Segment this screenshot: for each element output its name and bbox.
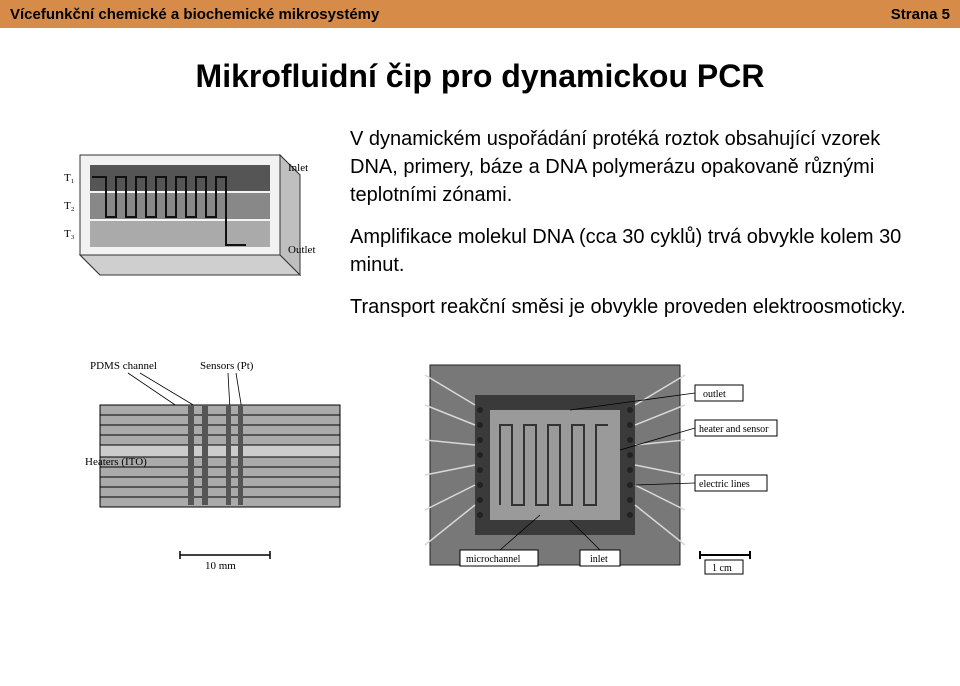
cross-section-diagram: PDMS channel Sensors (Pt) [80, 355, 380, 575]
scale-10mm: 10 mm [205, 560, 236, 572]
heaters-label: Heaters (ITO) [85, 456, 147, 468]
scale-1cm: 1 cm [712, 563, 732, 574]
electric-lines-callout: electric lines [699, 479, 750, 490]
device-photo-diagram: outlet heater and sensor electric lines … [420, 355, 780, 585]
microchannel-callout: microchannel [466, 554, 521, 565]
paragraph-2: Amplifikace molekul DNA (cca 30 cyklů) t… [350, 223, 910, 279]
t1-label: T₁ [64, 172, 75, 184]
sensors-label: Sensors (Pt) [200, 360, 254, 372]
header-left: Vícefunkční chemické a biochemické mikro… [10, 6, 379, 23]
paragraph-1: V dynamickém uspořádání protéká roztok o… [350, 125, 910, 209]
heater-sensor-callout: heater and sensor [699, 424, 769, 435]
outlet-callout: outlet [703, 389, 726, 400]
page-title: Mikrofluidní čip pro dynamickou PCR [50, 58, 910, 95]
header-right: Strana 5 [891, 6, 950, 23]
paragraph-3: Transport reakční směsi je obvykle prove… [350, 293, 910, 321]
text-column: V dynamickém uspořádání protéká roztok o… [350, 125, 910, 335]
t3-label: T₃ [64, 228, 75, 240]
t2-label: T₂ [64, 200, 75, 212]
outlet-label: Outlet [288, 244, 316, 256]
inlet-callout: inlet [590, 554, 608, 565]
schematic-chip-diagram: Inlet Outlet T₁ T₂ T₃ [50, 125, 320, 305]
bottom-figures: PDMS channel Sensors (Pt) [50, 355, 910, 585]
pdms-label: PDMS channel [90, 360, 157, 372]
content-area: Mikrofluidní čip pro dynamickou PCR Inle… [0, 28, 960, 595]
main-row: Inlet Outlet T₁ T₂ T₃ V dynamickém uspoř… [50, 125, 910, 335]
page-header: Vícefunkční chemické a biochemické mikro… [0, 0, 960, 28]
inlet-label: Inlet [288, 162, 308, 174]
